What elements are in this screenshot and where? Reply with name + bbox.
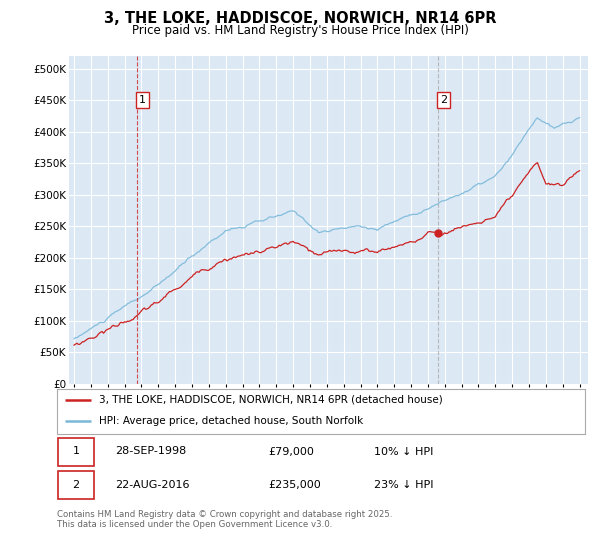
FancyBboxPatch shape [58,437,94,465]
Text: 10% ↓ HPI: 10% ↓ HPI [374,446,433,456]
Text: 1: 1 [73,446,80,456]
Text: £235,000: £235,000 [268,480,321,490]
Text: 2: 2 [73,480,80,490]
Text: 28-SEP-1998: 28-SEP-1998 [115,446,187,456]
Text: 23% ↓ HPI: 23% ↓ HPI [374,480,433,490]
Text: Price paid vs. HM Land Registry's House Price Index (HPI): Price paid vs. HM Land Registry's House … [131,24,469,37]
Text: 2: 2 [440,95,447,105]
Text: 22-AUG-2016: 22-AUG-2016 [115,480,190,490]
Text: 3, THE LOKE, HADDISCOE, NORWICH, NR14 6PR (detached house): 3, THE LOKE, HADDISCOE, NORWICH, NR14 6P… [99,395,443,405]
Text: 1: 1 [139,95,146,105]
Text: Contains HM Land Registry data © Crown copyright and database right 2025.
This d: Contains HM Land Registry data © Crown c… [57,510,392,529]
Text: HPI: Average price, detached house, South Norfolk: HPI: Average price, detached house, Sout… [99,417,364,427]
Text: 3, THE LOKE, HADDISCOE, NORWICH, NR14 6PR: 3, THE LOKE, HADDISCOE, NORWICH, NR14 6P… [104,11,496,26]
Text: £79,000: £79,000 [268,446,314,456]
FancyBboxPatch shape [58,471,94,499]
